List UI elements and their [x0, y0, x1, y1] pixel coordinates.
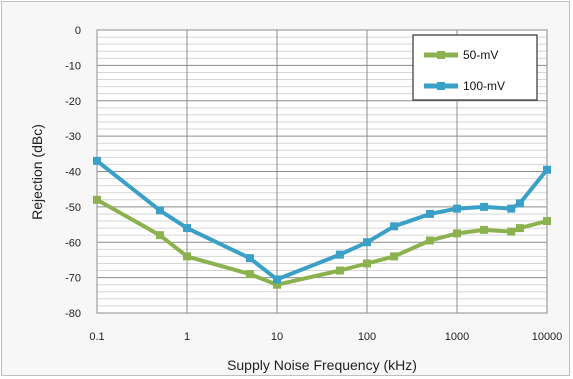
data-point-100-mv	[425, 209, 434, 218]
data-point-100-mv	[335, 250, 344, 259]
data-point-50-mv	[183, 252, 191, 261]
y-tick-label: -30	[65, 131, 81, 143]
x-axis-tick-labels: 0.1 1 10 100 1000 10000	[89, 331, 562, 343]
data-point-100-mv	[93, 156, 101, 165]
x-tick-label: 1000	[445, 331, 469, 343]
data-point-50-mv	[453, 229, 461, 238]
y-axis-title: Rejection (dBc)	[29, 124, 45, 220]
data-point-50-mv	[425, 236, 434, 245]
series-line-100-mv	[95, 158, 549, 282]
legend-label-50mv: 50-mV	[463, 48, 498, 62]
y-tick-label: -70	[65, 273, 81, 285]
minor-gridlines	[97, 36, 547, 307]
y-tick-label: -20	[65, 96, 81, 108]
x-tick-label: 100	[358, 331, 376, 343]
data-point-100-mv	[515, 199, 524, 208]
y-tick-label: 0	[75, 25, 81, 37]
x-tick-label: 10	[271, 331, 283, 343]
legend-label-100mv: 100-mV	[463, 79, 505, 93]
data-point-50-mv	[390, 252, 399, 261]
legend: 50-mV 100-mV	[412, 34, 538, 101]
y-tick-label: -40	[65, 167, 81, 179]
data-point-100-mv	[390, 222, 399, 231]
data-point-50-mv	[363, 259, 371, 268]
data-point-100-mv	[453, 204, 461, 213]
x-axis-title: Supply Noise Frequency (kHz)	[227, 357, 417, 373]
legend-box	[412, 34, 538, 101]
x-tick-label: 0.1	[89, 331, 104, 343]
y-tick-label: -50	[65, 202, 81, 214]
y-tick-label: -10	[65, 60, 81, 72]
data-point-50-mv	[507, 227, 516, 236]
data-point-100-mv	[183, 224, 191, 233]
data-point-100-mv	[273, 275, 281, 284]
data-point-100-mv	[155, 206, 164, 215]
data-point-100-mv	[480, 202, 489, 211]
data-point-50-mv	[273, 280, 281, 289]
data-point-50-mv	[480, 225, 489, 234]
series-line-50-mv	[95, 197, 549, 287]
legend-marker-50mv	[437, 51, 445, 59]
x-tick-label: 10000	[532, 331, 563, 343]
data-point-100-mv	[245, 254, 254, 263]
legend-marker-100mv	[437, 82, 445, 90]
y-tick-label: -60	[65, 237, 81, 249]
data-point-50-mv	[155, 231, 164, 240]
data-point-100-mv	[363, 238, 371, 247]
data-point-100-mv	[507, 204, 516, 213]
data-point-50-mv	[515, 224, 524, 233]
series-layer	[93, 156, 551, 289]
x-tick-label: 1	[184, 331, 190, 343]
y-axis-tick-labels: 0 -10 -20 -30 -40 -50 -60 -70 -80	[65, 25, 81, 320]
data-point-50-mv	[93, 195, 101, 204]
data-point-50-mv	[335, 266, 344, 275]
data-point-100-mv	[543, 165, 551, 174]
y-tick-label: -80	[65, 308, 81, 320]
data-point-50-mv	[245, 270, 254, 279]
data-point-50-mv	[543, 217, 551, 226]
